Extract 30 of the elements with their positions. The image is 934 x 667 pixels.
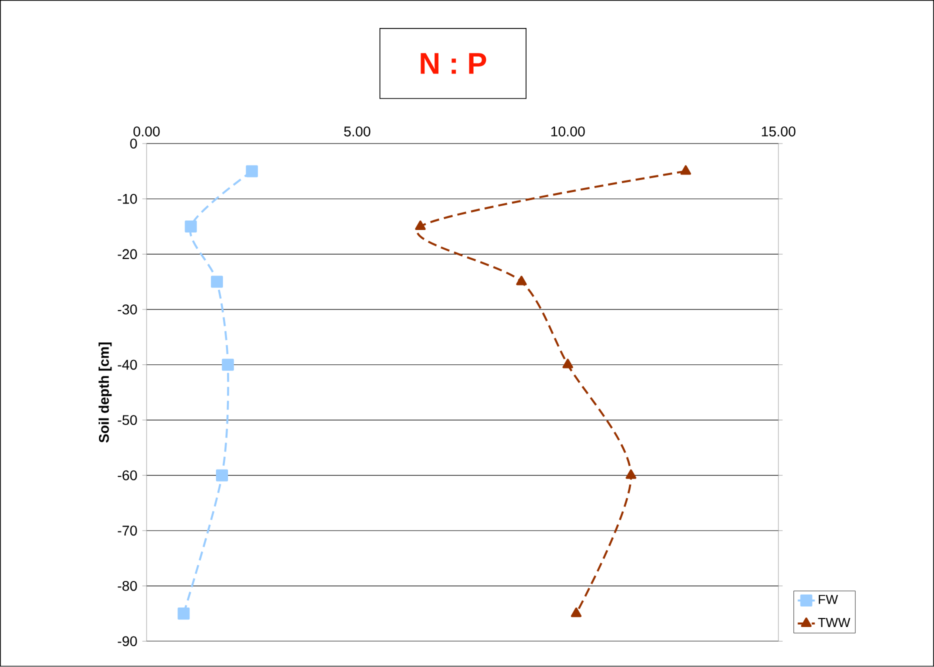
point: [184, 220, 197, 233]
point: [210, 276, 223, 288]
y-tick-label: -60: [118, 470, 137, 480]
x-tick-label: 15.00: [762, 126, 796, 137]
point: [562, 358, 574, 368]
legend-label: FW: [818, 595, 838, 604]
x-tick-label: 5.00: [344, 126, 370, 137]
y-tick-label: -30: [118, 304, 137, 315]
y-axis-title: Soil depth [cm]: [98, 342, 112, 443]
y-tick-label: -90: [118, 636, 137, 646]
point: [216, 469, 228, 482]
point: [516, 276, 527, 286]
point: [415, 220, 426, 230]
point: [178, 608, 190, 620]
x-tick-label: 10.00: [551, 126, 585, 137]
y-tick-label: -20: [118, 249, 137, 260]
legend-label: TWW: [818, 618, 850, 628]
y-tick-label: -10: [118, 194, 137, 204]
y-tick-label: -70: [118, 526, 137, 536]
y-tick-label: -40: [118, 360, 137, 370]
point: [680, 165, 692, 175]
chart-title: N : P: [420, 53, 486, 74]
point: [246, 165, 258, 178]
y-tick-label: -50: [118, 415, 137, 426]
x-tick-label: 0.00: [134, 126, 160, 137]
y-tick-label: 0: [130, 138, 137, 149]
point: [626, 469, 636, 480]
point: [222, 358, 234, 371]
y-tick-label: -80: [118, 581, 137, 592]
point: [570, 608, 582, 618]
